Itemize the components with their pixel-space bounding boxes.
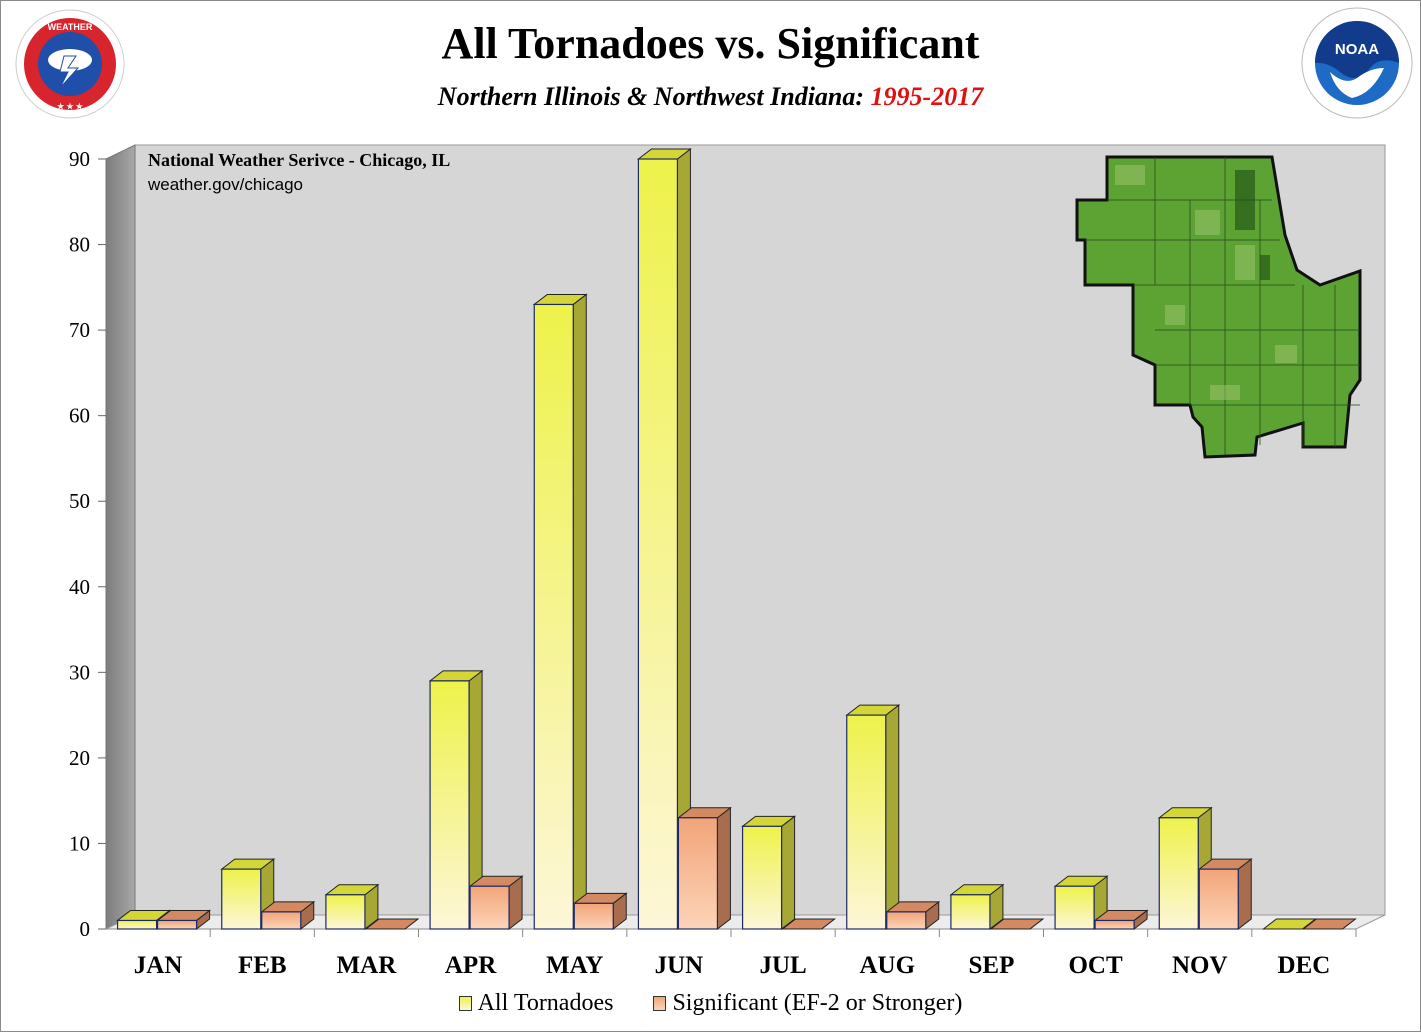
- x-tick-label: SEP: [968, 952, 1014, 979]
- x-tick-label: JUL: [759, 952, 806, 979]
- legend-item-significant: Significant (EF-2 or Stronger): [653, 990, 962, 1017]
- chart-title: All Tornadoes vs. Significant: [441, 19, 980, 68]
- bar-significant-aug: [885, 900, 941, 931]
- bar-all-may: [532, 293, 588, 931]
- bar-significant-may: [572, 892, 628, 931]
- x-tick-label: FEB: [238, 952, 287, 979]
- bar-front: [429, 680, 470, 930]
- y-tick-label: 50: [69, 489, 90, 513]
- credit-line-2: weather.gov/chicago: [148, 175, 303, 194]
- bar-front: [573, 902, 614, 930]
- county-map-icon: [1075, 155, 1365, 465]
- bar-significant-jul: [781, 918, 837, 930]
- legend-label-all: All Tornadoes: [477, 990, 614, 1016]
- legend-item-all: All Tornadoes: [458, 990, 614, 1017]
- bar-front: [637, 158, 679, 930]
- bar-significant-sep: [989, 918, 1045, 930]
- svg-text:NOAA: NOAA: [1335, 41, 1379, 58]
- bar-front: [1158, 817, 1199, 930]
- bar-side: [885, 704, 900, 931]
- subtitle-region: Northern Illinois & Northwest Indiana:: [437, 82, 865, 111]
- bars-layer: [116, 147, 1357, 931]
- bar-side: [1237, 858, 1252, 931]
- x-tick-label: NOV: [1172, 952, 1228, 979]
- bar-significant-mar: [364, 918, 420, 930]
- y-tick-label: 10: [69, 831, 90, 855]
- bar-significant-jan: [156, 909, 212, 931]
- bar-front: [156, 919, 198, 930]
- x-tick-label: MAY: [546, 952, 603, 979]
- bar-all-aug: [845, 704, 901, 931]
- side-wall: [105, 144, 136, 930]
- bar-all-jul: [741, 815, 797, 931]
- subtitle-years: 1995-2017: [870, 82, 984, 111]
- bar-all-jun: [636, 147, 692, 931]
- bar-front: [950, 894, 991, 930]
- svg-text:WEATHER: WEATHER: [48, 22, 93, 32]
- bar-front: [533, 303, 574, 930]
- y-tick-label: 60: [69, 404, 90, 428]
- nws-logo-icon: WEATHER ★ ★ ★: [15, 9, 125, 119]
- bar-front: [469, 885, 510, 930]
- bar-significant-feb: [260, 900, 316, 931]
- x-axis-ticks: JAN FEB MAR APR MAY JUN JUL AUG SEP OCT NOV DEC: [134, 929, 1357, 979]
- y-tick-label: 20: [69, 746, 90, 770]
- bar-side: [781, 815, 796, 931]
- bar-significant-jun: [676, 806, 732, 931]
- bar-top: [781, 918, 837, 930]
- bar-front: [1054, 885, 1095, 930]
- x-tick-label: APR: [445, 952, 497, 979]
- bar-all-oct: [1053, 875, 1109, 931]
- bar-significant-nov: [1197, 858, 1253, 931]
- x-tick-label: DEC: [1278, 952, 1331, 979]
- bar-front: [116, 919, 158, 930]
- bar-top: [364, 918, 420, 930]
- legend-swatch-significant: [653, 996, 667, 1011]
- bar-top: [989, 918, 1045, 930]
- y-tick-label: 0: [80, 917, 91, 941]
- chart-legend: All Tornadoes Significant (EF-2 or Stron…: [0, 990, 1421, 1017]
- svg-text:★ ★ ★: ★ ★ ★: [57, 102, 84, 111]
- bar-front: [325, 894, 366, 930]
- bar-all-sep: [949, 883, 1005, 931]
- y-tick-label: 30: [69, 660, 90, 684]
- y-tick-label: 40: [69, 575, 90, 599]
- bar-top: [1261, 918, 1317, 930]
- bar-front: [741, 825, 783, 930]
- y-tick-label: 90: [69, 147, 90, 171]
- bar-front: [846, 714, 887, 930]
- x-tick-label: AUG: [859, 952, 915, 979]
- bar-front: [1198, 868, 1239, 930]
- x-tick-label: JUN: [655, 952, 704, 979]
- bar-top: [1301, 918, 1357, 930]
- x-tick-label: JAN: [134, 952, 183, 979]
- credit-line-1: National Weather Serivce - Chicago, IL: [148, 150, 451, 170]
- y-axis-ticks: 0 10 20 30 40 50 60 70 80 90: [69, 147, 106, 941]
- x-tick-label: MAR: [337, 952, 398, 979]
- legend-swatch-all: [458, 996, 472, 1011]
- bar-all-dec: [1261, 918, 1317, 930]
- bar-front: [886, 911, 927, 930]
- x-tick-label: OCT: [1068, 952, 1123, 979]
- legend-label-significant: Significant (EF-2 or Stronger): [672, 990, 963, 1016]
- bar-all-mar: [324, 883, 380, 931]
- chart-subtitle: Northern Illinois & Northwest Indiana: 1…: [0, 82, 1421, 112]
- bar-significant-oct: [1093, 909, 1149, 931]
- bar-significant-apr: [468, 875, 524, 931]
- bar-front: [221, 868, 262, 930]
- bar-side: [572, 293, 587, 931]
- y-tick-label: 80: [69, 233, 90, 257]
- bar-front: [261, 911, 302, 930]
- bar-all-apr: [428, 669, 484, 931]
- bar-side: [716, 806, 731, 931]
- bar-significant-dec: [1301, 918, 1357, 930]
- bar-front: [677, 817, 719, 930]
- y-tick-label: 70: [69, 318, 90, 342]
- bar-front: [1094, 919, 1135, 930]
- noaa-logo-icon: NOAA: [1301, 7, 1413, 119]
